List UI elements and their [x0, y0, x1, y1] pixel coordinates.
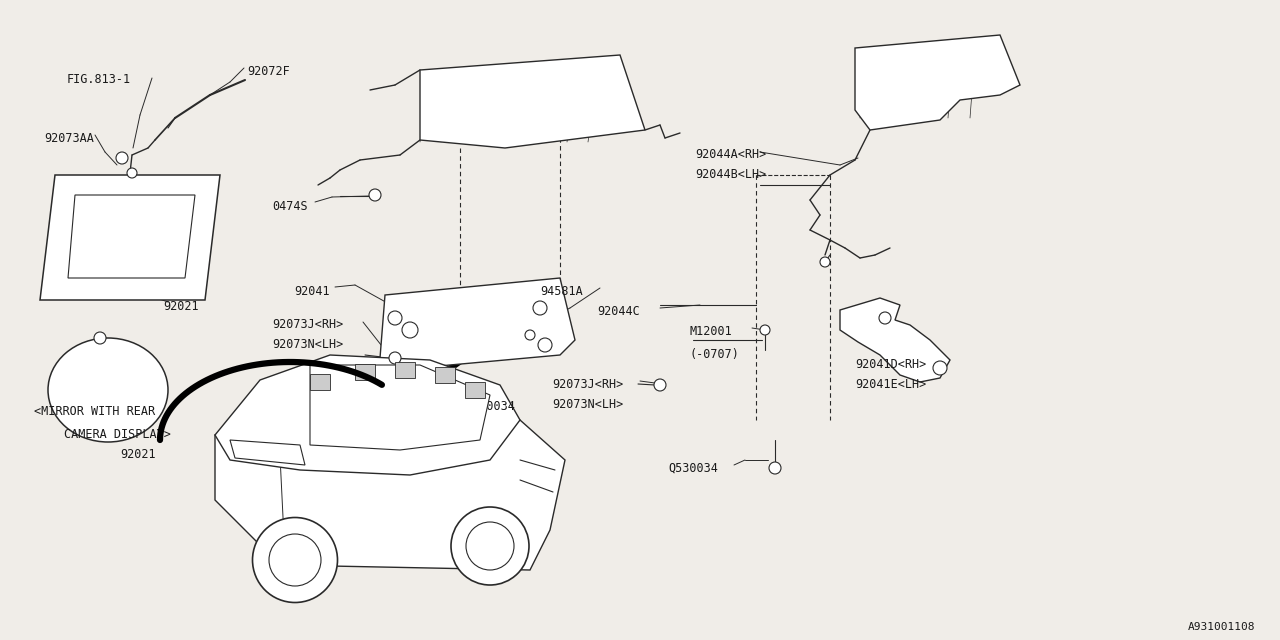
Text: 92041: 92041: [294, 285, 330, 298]
Polygon shape: [40, 175, 220, 300]
Text: 92044C: 92044C: [596, 305, 640, 318]
Bar: [396, 362, 415, 378]
Text: FIG.813-1: FIG.813-1: [67, 73, 131, 86]
Text: 92073AA: 92073AA: [44, 132, 93, 145]
Ellipse shape: [93, 332, 106, 344]
Ellipse shape: [760, 325, 771, 335]
Ellipse shape: [525, 330, 535, 340]
Text: 92041D<RH>: 92041D<RH>: [855, 358, 927, 371]
Ellipse shape: [369, 189, 381, 201]
Text: 0474S: 0474S: [273, 200, 307, 213]
Text: 92021: 92021: [120, 448, 156, 461]
Text: CAMERA DISPLAY>: CAMERA DISPLAY>: [64, 428, 170, 441]
Polygon shape: [420, 55, 645, 148]
Text: Q530034: Q530034: [465, 400, 515, 413]
Ellipse shape: [116, 152, 128, 164]
Ellipse shape: [389, 352, 401, 364]
Ellipse shape: [127, 168, 137, 178]
Text: 92044A<RH>: 92044A<RH>: [695, 148, 767, 161]
Ellipse shape: [654, 379, 666, 391]
Ellipse shape: [454, 390, 465, 400]
Bar: [355, 364, 375, 380]
Polygon shape: [230, 440, 305, 465]
Ellipse shape: [252, 518, 338, 602]
Bar: [310, 374, 330, 390]
Ellipse shape: [538, 338, 552, 352]
Bar: [435, 367, 454, 383]
Ellipse shape: [402, 322, 419, 338]
Text: A931001108: A931001108: [1188, 622, 1254, 632]
Text: 92073N<LH>: 92073N<LH>: [552, 398, 623, 411]
Text: 92073N<LH>: 92073N<LH>: [273, 338, 343, 351]
Ellipse shape: [820, 257, 829, 267]
Polygon shape: [310, 365, 490, 450]
Text: 92073J<RH>: 92073J<RH>: [273, 318, 343, 331]
Text: (-0707): (-0707): [690, 348, 740, 361]
Text: 92073J<RH>: 92073J<RH>: [552, 378, 623, 391]
Ellipse shape: [269, 534, 321, 586]
Polygon shape: [215, 420, 564, 570]
Polygon shape: [215, 355, 520, 475]
Text: 92072F: 92072F: [247, 65, 289, 78]
Ellipse shape: [388, 311, 402, 325]
Ellipse shape: [532, 301, 547, 315]
Ellipse shape: [451, 507, 529, 585]
Text: 92041E<LH>: 92041E<LH>: [855, 378, 927, 391]
Polygon shape: [840, 298, 950, 382]
Ellipse shape: [879, 312, 891, 324]
Text: 94581A: 94581A: [540, 285, 582, 298]
Text: <MIRROR WITH REAR: <MIRROR WITH REAR: [35, 405, 155, 418]
Ellipse shape: [933, 361, 947, 375]
Text: M12001: M12001: [690, 325, 732, 338]
Polygon shape: [855, 35, 1020, 130]
Polygon shape: [68, 195, 195, 278]
Text: 92044B<LH>: 92044B<LH>: [695, 168, 767, 181]
Text: Q530034: Q530034: [668, 462, 718, 475]
Polygon shape: [380, 278, 575, 370]
Ellipse shape: [466, 522, 515, 570]
Ellipse shape: [49, 338, 168, 442]
Bar: [465, 382, 485, 398]
Ellipse shape: [769, 462, 781, 474]
Text: 92021: 92021: [163, 300, 198, 313]
